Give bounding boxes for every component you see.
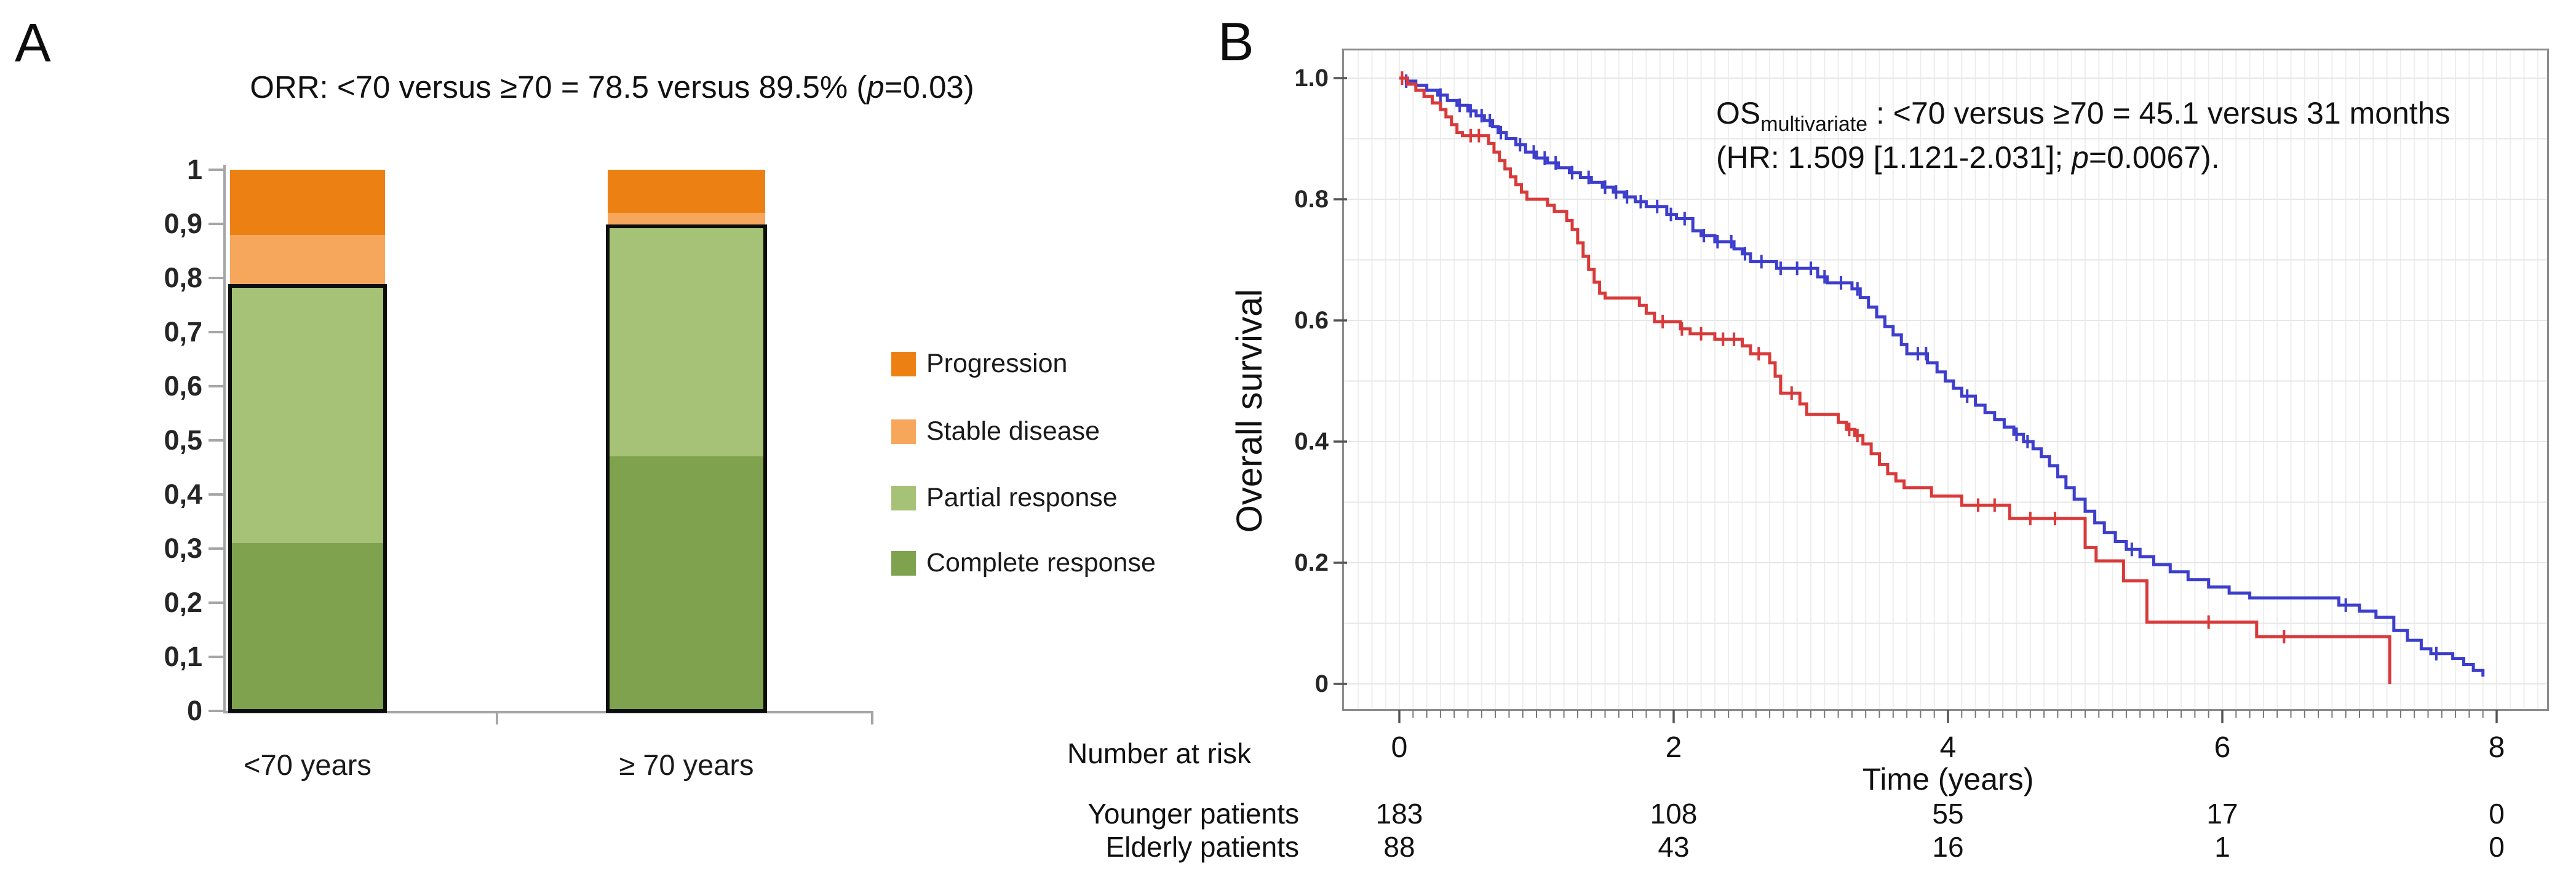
legend-label: Stable disease: [926, 416, 1100, 446]
km-y-tick-label: 0.8: [1294, 186, 1329, 213]
panel-a-y-tick-label: 1: [186, 154, 202, 185]
km-annotation-os-subscript: multivariate: [1760, 113, 1868, 136]
panel-a-y-tick-label: 0,5: [164, 424, 202, 456]
panel-a-y-tick-label: 0,6: [164, 370, 202, 402]
panel-a-y-tick: [209, 223, 225, 225]
panel-a-x-axis: [223, 711, 873, 713]
panel-a-y-axis: [223, 165, 226, 713]
bar-segment-progression: [608, 170, 765, 213]
km-annotation-line1-rest: : <70 versus ≥70 = 45.1 versus 31 months: [1867, 96, 2451, 130]
km-x-tick-label: 6: [2214, 731, 2231, 764]
number-at-risk-header: Number at risk: [1067, 737, 1252, 769]
panel-a-axis-tick: [496, 712, 498, 724]
panel-a-title-p: p: [867, 69, 885, 105]
bar-segment-partial-response: [608, 226, 765, 457]
panel-a-y-tick: [209, 385, 225, 387]
bar-segment-progression: [230, 170, 385, 235]
km-annotation-line2: (HR: 1.509 [1.121-2.031]; p=0.0067).: [1716, 135, 2451, 180]
risk-value: 16: [1932, 831, 1964, 863]
km-curve-younger-patients: [1399, 76, 2485, 677]
panel-a-y-tick: [209, 656, 225, 658]
km-x-tick-label: 4: [1939, 731, 1957, 764]
km-annotation-pval: =0.0067).: [2088, 140, 2220, 175]
panel-a-y-tick-label: 0,3: [164, 533, 202, 564]
km-x-tick-label: 2: [1665, 731, 1682, 764]
km-annotation: OSmultivariate : <70 versus ≥70 = 45.1 v…: [1716, 91, 2451, 180]
legend-label: Progression: [926, 349, 1068, 378]
km-y-tick-label: 0: [1314, 670, 1329, 697]
km-y-tick-label: 0.4: [1294, 428, 1329, 455]
risk-value: 183: [1375, 798, 1423, 830]
risk-value: 55: [1932, 798, 1964, 830]
legend-label: Partial response: [926, 483, 1118, 512]
panel-a-title: ORR: <70 versus ≥70 = 78.5 versus 89.5% …: [185, 69, 1040, 105]
orr-outline-box: [606, 224, 767, 713]
panel-a-y-tick: [209, 710, 225, 712]
panel-a-y-tick-label: 0,2: [164, 587, 202, 618]
risk-row-label: Younger patients: [1087, 798, 1299, 830]
km-y-tick-label: 0.6: [1294, 307, 1329, 334]
panel-a-y-tick: [209, 277, 225, 279]
risk-value: 43: [1658, 831, 1690, 863]
panel-a-title-tail: =0.03): [884, 69, 974, 105]
panel-a-y-tick: [209, 169, 225, 171]
km-y-tick-label: 0.2: [1294, 549, 1329, 576]
panel-a-y-tick-label: 0,4: [164, 478, 202, 510]
panel-a-y-tick-label: 0,7: [164, 316, 202, 347]
orr-outline-box: [228, 284, 387, 713]
plot-frame: [1342, 49, 2549, 711]
km-x-tick-label: 0: [1391, 731, 1408, 764]
panel-a-y-tick: [209, 547, 225, 550]
bar-segment-complete-response: [230, 543, 385, 711]
risk-value: 0: [2489, 831, 2505, 863]
panel-a-y-tick: [209, 493, 225, 496]
legend-label: Complete response: [926, 548, 1156, 577]
panel-a-axis-tick: [871, 712, 873, 724]
legend-swatch-complete-response: [891, 551, 916, 576]
panel-a-y-tick-label: 0,9: [164, 208, 202, 239]
risk-value: 17: [2206, 798, 2238, 830]
km-annotation-line1: OSmultivariate : <70 versus ≥70 = 45.1 v…: [1716, 91, 2451, 136]
panel-a-y-tick: [209, 601, 225, 604]
km-plot: [1334, 49, 2549, 723]
legend-swatch-progression: [891, 352, 916, 376]
km-x-axis-title: Time (years): [1862, 762, 2034, 796]
legend-swatch-stable-disease: [891, 419, 916, 444]
panel-a-y-tick: [209, 331, 225, 333]
bar-segment-stable-disease: [230, 234, 385, 287]
km-annotation-os: OS: [1716, 96, 1761, 130]
panel-a-y-tick: [209, 439, 225, 442]
risk-value: 108: [1650, 798, 1698, 830]
risk-value: 1: [2214, 831, 2230, 863]
bar-segment-complete-response: [608, 456, 765, 711]
panel-a-category-label: ≥ 70 years: [619, 748, 754, 781]
risk-row-label: Elderly patients: [1105, 831, 1300, 863]
panel-b-label: B: [1218, 11, 1254, 72]
km-annotation-hr: (HR: 1.509 [1.121-2.031];: [1716, 140, 2072, 175]
km-annotation-p: p: [2072, 140, 2089, 175]
panel-a-y-tick-label: 0: [186, 695, 202, 726]
km-y-tick-label: 1.0: [1294, 65, 1329, 92]
panel-a-y-tick-label: 0,1: [164, 641, 202, 672]
bar-segment-partial-response: [230, 286, 385, 544]
km-y-axis-title: Overall survival: [1230, 288, 1270, 533]
panel-a-y-tick-label: 0,8: [164, 262, 202, 293]
legend-swatch-partial-response: [891, 486, 916, 510]
km-curve-elderly-patients: [1399, 76, 2391, 684]
panel-a-title-text: ORR: <70 versus ≥70 = 78.5 versus 89.5% …: [250, 69, 867, 105]
panel-a-category-label: <70 years: [244, 748, 372, 781]
panel-a-label: A: [15, 12, 51, 73]
risk-value: 88: [1383, 831, 1415, 863]
km-x-tick-label: 8: [2488, 731, 2505, 764]
bar-segment-stable-disease: [608, 213, 765, 227]
risk-value: 0: [2489, 798, 2505, 830]
